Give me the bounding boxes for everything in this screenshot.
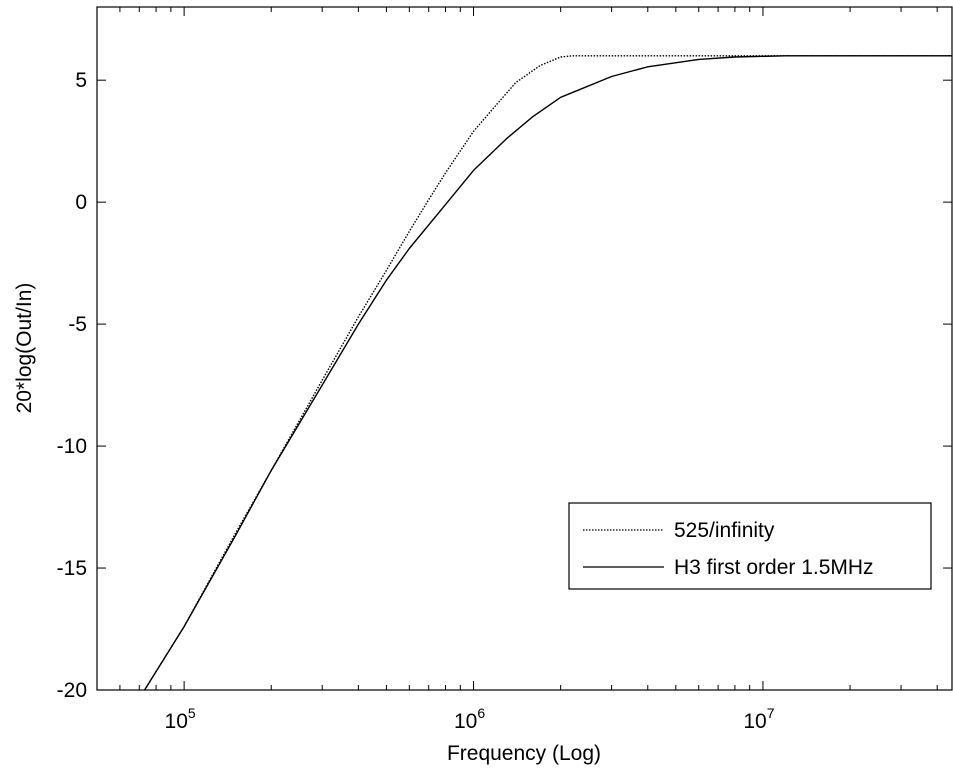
x-tick-label: 106	[454, 705, 485, 733]
minor-ticks	[96, 7, 938, 690]
y-tick-label: -15	[57, 557, 87, 580]
x-tick-label: 105	[165, 705, 196, 733]
legend-label-525-infinity: 525/infinity	[674, 519, 775, 542]
x-axis-label: Frequency (Log)	[447, 742, 601, 765]
y-axis-ticks: 5 0 -5 -10 -15 -20	[57, 69, 952, 702]
legend-box	[568, 502, 932, 590]
y-tick-label: -10	[57, 435, 87, 458]
legend: 525/infinity H3 first order 1.5MHz	[568, 502, 932, 590]
y-axis-label: 20*log(Out/In)	[13, 283, 36, 414]
x-axis-ticks: 105 106 107	[165, 7, 775, 733]
y-tick-label: 0	[75, 191, 87, 214]
y-tick-label: -20	[57, 679, 87, 702]
y-tick-label: -5	[68, 313, 87, 336]
legend-label-h3-first-order: H3 first order 1.5MHz	[674, 556, 874, 579]
series-lines	[144, 55, 952, 691]
series-line-1	[144, 55, 952, 691]
y-tick-label: 5	[75, 69, 87, 92]
x-tick-label: 107	[743, 705, 774, 733]
